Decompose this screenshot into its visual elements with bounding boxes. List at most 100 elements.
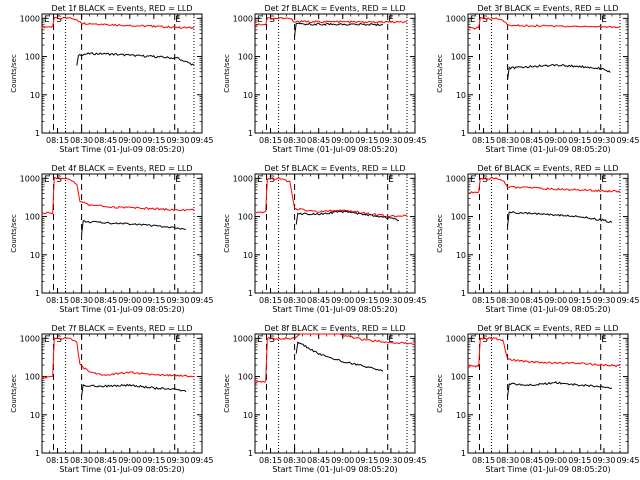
- panel-5: Det 5f BLACK = Events, RED = LLD 1 10 100 10…: [223, 164, 427, 314]
- marker-label-left: E: [470, 335, 476, 345]
- series-black-line: [81, 220, 187, 235]
- y-tick-label: 10: [243, 251, 253, 260]
- x-tick-label: 09:15: [355, 296, 378, 305]
- x-tick-label: 09:30: [166, 136, 189, 145]
- y-tick-label: 1000: [233, 174, 253, 183]
- y-tick-label: 100: [238, 53, 253, 62]
- panel-title: Det 4f BLACK = Events, RED = LLD: [51, 164, 192, 173]
- x-tick-label: 09:30: [379, 296, 402, 305]
- y-tick-label: 100: [451, 53, 466, 62]
- marker-label-start: S: [56, 175, 62, 185]
- marker-label-end: E: [175, 15, 181, 25]
- x-axis-label: Start Time (01-Jul-09 08:05:20): [272, 305, 397, 314]
- x-tick-label: 08:45: [94, 456, 117, 465]
- plot-frame: [254, 333, 416, 454]
- x-tick-label: 09:30: [166, 296, 189, 305]
- x-tick-label: 08:15: [46, 136, 69, 145]
- plot-frame: [467, 173, 629, 294]
- x-tick-label: 09:45: [616, 296, 639, 305]
- x-tick-label: 09:45: [403, 296, 426, 305]
- y-tick-label: 100: [25, 53, 40, 62]
- x-tick-label: 08:45: [520, 136, 543, 145]
- x-tick-label: 08:45: [94, 136, 117, 145]
- y-tick-label: 1000: [20, 14, 40, 23]
- y-tick-label: 1: [35, 289, 40, 298]
- series-black-line: [507, 210, 613, 226]
- y-tick-label: 10: [456, 411, 466, 420]
- plot-frame: [41, 13, 203, 134]
- y-tick-label: 1: [248, 289, 253, 298]
- series-red-line: [467, 337, 621, 369]
- series-black-line: [507, 63, 611, 80]
- x-tick-label: 09:15: [355, 136, 378, 145]
- x-tick-label: 09:45: [616, 456, 639, 465]
- marker-label-end: E: [601, 335, 607, 345]
- y-tick-label: 1: [461, 449, 466, 458]
- y-tick-label: 100: [238, 213, 253, 222]
- x-tick-label: 09:45: [616, 136, 639, 145]
- series-red-line: [254, 333, 416, 385]
- marker-label-end: E: [601, 175, 607, 185]
- x-tick-label: 09:45: [403, 456, 426, 465]
- panel-title: Det 5f BLACK = Events, RED = LLD: [264, 164, 405, 173]
- y-axis-label: Counts/sec: [223, 54, 231, 93]
- marker-label-end: E: [175, 335, 181, 345]
- y-tick-label: 10: [243, 91, 253, 100]
- x-tick-label: 09:00: [544, 296, 567, 305]
- y-axis-label: Counts/sec: [436, 54, 444, 93]
- x-tick-label: 09:15: [355, 456, 378, 465]
- x-tick-label: 09:00: [118, 296, 141, 305]
- series-red-line: [467, 16, 621, 30]
- y-tick-label: 10: [30, 411, 40, 420]
- x-tick-label: 09:15: [568, 456, 591, 465]
- x-tick-label: 08:45: [307, 136, 330, 145]
- y-tick-label: 10: [456, 251, 466, 260]
- y-tick-label: 1: [35, 449, 40, 458]
- y-axis-label: Counts/sec: [436, 214, 444, 253]
- marker-label-start: S: [269, 15, 275, 25]
- x-tick-label: 09:00: [331, 136, 354, 145]
- marker-label-left: E: [257, 175, 263, 185]
- panel-4: Det 4f BLACK = Events, RED = LLD 1 10 100 10…: [10, 164, 214, 314]
- panel-7: Det 7f BLACK = Events, RED = LLD 1 10 100 10…: [10, 324, 214, 474]
- x-tick-label: 09:45: [403, 136, 426, 145]
- marker-label-start: S: [482, 15, 488, 25]
- x-axis-label: Start Time (01-Jul-09 08:05:20): [272, 145, 397, 154]
- marker-label-end: E: [388, 175, 394, 185]
- marker-label-left: E: [470, 175, 476, 185]
- x-tick-label: 08:30: [283, 296, 306, 305]
- series-red-line: [254, 177, 408, 218]
- plot-frame: [41, 333, 203, 454]
- panel-8: Det 8f BLACK = Events, RED = LLD 1 10 100 10…: [223, 324, 427, 474]
- panel-title: Det 3f BLACK = Events, RED = LLD: [477, 4, 618, 13]
- y-tick-label: 1: [248, 129, 253, 138]
- x-tick-label: 09:15: [568, 136, 591, 145]
- panel-1: Det 1f BLACK = Events, RED = LLD 1 10 100 10…: [10, 4, 214, 154]
- marker-label-left: E: [257, 335, 263, 345]
- y-axis-label: Counts/sec: [10, 54, 18, 93]
- marker-label-start: S: [56, 335, 62, 345]
- y-tick-label: 100: [238, 373, 253, 382]
- panel-6: Det 6f BLACK = Events, RED = LLD 1 10 100 10…: [436, 164, 640, 314]
- y-tick-label: 100: [25, 213, 40, 222]
- y-tick-label: 100: [451, 373, 466, 382]
- x-tick-label: 09:15: [142, 136, 165, 145]
- x-tick-label: 09:30: [166, 456, 189, 465]
- x-tick-label: 08:30: [70, 456, 93, 465]
- y-tick-label: 1000: [446, 14, 466, 23]
- y-tick-label: 1: [461, 129, 466, 138]
- x-axis-label: Start Time (01-Jul-09 08:05:20): [59, 145, 184, 154]
- marker-label-end: E: [388, 15, 394, 25]
- x-tick-label: 08:15: [259, 456, 282, 465]
- x-tick-label: 09:45: [190, 456, 213, 465]
- x-tick-label: 09:30: [379, 136, 402, 145]
- x-tick-label: 08:30: [70, 296, 93, 305]
- x-tick-label: 08:45: [520, 456, 543, 465]
- y-tick-label: 10: [30, 91, 40, 100]
- marker-label-start: S: [482, 335, 488, 345]
- y-axis-label: Counts/sec: [436, 374, 444, 413]
- panel-title: Det 2f BLACK = Events, RED = LLD: [264, 4, 405, 13]
- y-tick-label: 1000: [446, 174, 466, 183]
- series-red-line: [467, 176, 621, 194]
